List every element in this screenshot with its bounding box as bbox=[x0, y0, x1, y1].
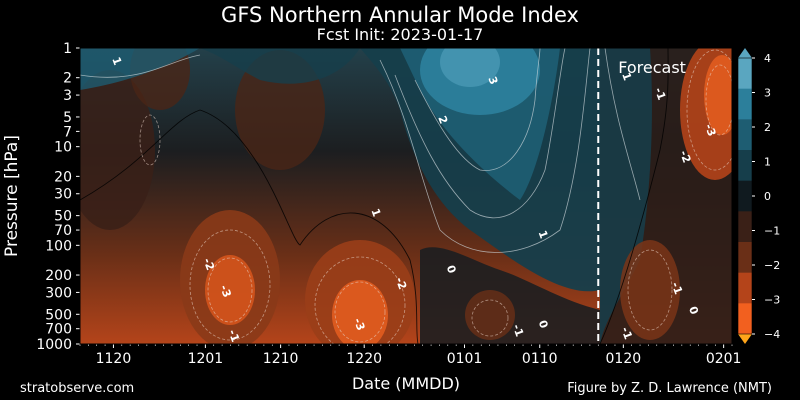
contour-label: -2 bbox=[677, 149, 693, 165]
x-tick-label: 0101 bbox=[447, 351, 483, 367]
contour-label: 3 bbox=[485, 75, 500, 87]
y-tick-label: 200 bbox=[45, 268, 72, 284]
contour-label: 1 bbox=[368, 207, 383, 219]
colorbar-extend-bottom bbox=[738, 334, 752, 344]
x-tick-label: 1201 bbox=[188, 351, 224, 367]
colorbar-tick-label: −1 bbox=[764, 225, 780, 238]
contour-label: 0 bbox=[686, 305, 701, 317]
colorbar-tick-label: −2 bbox=[764, 259, 780, 272]
author-credit: Figure by Z. D. Lawrence (NMT) bbox=[567, 381, 772, 396]
y-tick-label: 5 bbox=[63, 110, 72, 126]
contour-label: -2 bbox=[200, 256, 216, 272]
colorbar-tick-label: 1 bbox=[764, 156, 771, 169]
chart-subtitle: Fcst Init: 2023-01-17 bbox=[316, 25, 484, 44]
contour-label: -1 bbox=[618, 325, 634, 341]
y-tick-label: 50 bbox=[54, 209, 72, 225]
colorbar-swatch bbox=[738, 88, 752, 120]
colorbar-swatch bbox=[738, 211, 752, 243]
contour-label: -3 bbox=[702, 122, 718, 138]
colorbar-swatch bbox=[738, 180, 752, 212]
colorbar-tick-label: 2 bbox=[764, 121, 771, 134]
y-tick-label: 100 bbox=[45, 238, 72, 254]
contour-label: 0 bbox=[536, 319, 551, 331]
contour-label: 1 bbox=[109, 55, 124, 67]
contour-label: 1 bbox=[619, 71, 634, 83]
colorbar-extend-top bbox=[738, 48, 752, 58]
x-axis-title: Date (MMDD) bbox=[352, 374, 460, 393]
x-tick-label: 0201 bbox=[706, 351, 742, 367]
contour-label: -3 bbox=[217, 283, 233, 299]
colorbar-swatch bbox=[738, 242, 752, 274]
colorbar-swatch bbox=[738, 119, 752, 151]
y-tick-label: 1000 bbox=[36, 337, 72, 353]
chart-title: GFS Northern Annular Mode Index bbox=[221, 3, 579, 27]
colorbar-tick-label: −3 bbox=[764, 294, 780, 307]
contour-label: -1 bbox=[226, 328, 242, 344]
x-tick-label: 1210 bbox=[263, 351, 299, 367]
colorbar-swatch bbox=[738, 58, 752, 90]
plot-frame bbox=[79, 47, 733, 345]
contour-label: -3 bbox=[351, 316, 367, 332]
contour-label: 2 bbox=[435, 114, 450, 126]
y-tick-label: 7 bbox=[63, 124, 72, 140]
colorbar-tick-label: 0 bbox=[764, 190, 771, 203]
y-tick-label: 1 bbox=[63, 41, 72, 57]
x-tick-label: 0110 bbox=[522, 351, 558, 367]
y-axis-title: Pressure [hPa] bbox=[2, 135, 22, 257]
contour-label: -2 bbox=[393, 275, 409, 291]
y-tick-label: 10 bbox=[54, 140, 72, 156]
contour-label: -1 bbox=[510, 323, 526, 339]
y-tick-label: 500 bbox=[45, 307, 72, 323]
y-tick-label: 300 bbox=[45, 285, 72, 301]
contour-label: -1 bbox=[669, 280, 685, 296]
y-tick-label: 2 bbox=[63, 71, 72, 87]
colorbar-tick-label: 4 bbox=[764, 52, 771, 65]
colorbar-swatch bbox=[738, 272, 752, 304]
colorbar-tick-label: −4 bbox=[764, 328, 780, 341]
colorbar-swatch bbox=[738, 303, 752, 335]
forecast-label: Forecast bbox=[618, 58, 686, 77]
y-tick-label: 700 bbox=[45, 322, 72, 338]
contour-label: 1 bbox=[536, 229, 551, 241]
colorbar-tick-label: 3 bbox=[764, 87, 771, 100]
contour-label: 0 bbox=[444, 264, 459, 276]
y-tick-label: 30 bbox=[54, 187, 72, 203]
y-tick-label: 20 bbox=[54, 169, 72, 185]
heatmap-field bbox=[80, 48, 732, 344]
x-tick-label: 1120 bbox=[96, 351, 132, 367]
colorbar-swatch bbox=[738, 150, 752, 182]
site-credit: stratobserve.com bbox=[20, 381, 135, 396]
x-tick-label: 0120 bbox=[606, 351, 642, 367]
x-tick-label: 1220 bbox=[346, 351, 382, 367]
y-tick-label: 70 bbox=[54, 223, 72, 239]
y-tick-label: 3 bbox=[63, 88, 72, 104]
contour-label: -1 bbox=[652, 86, 668, 102]
